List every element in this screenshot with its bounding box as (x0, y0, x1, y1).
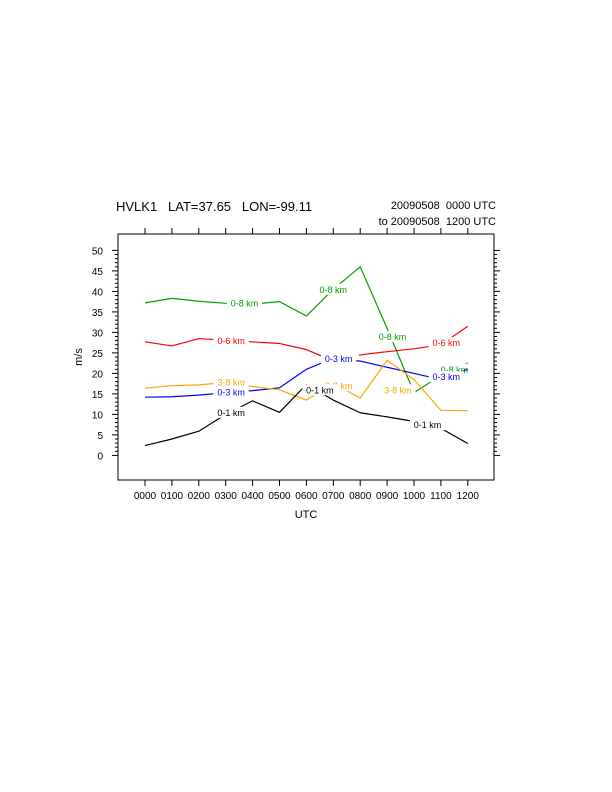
x-tick-label: 0800 (349, 491, 372, 502)
series-label-0-6-km: 0-6 km (433, 338, 461, 348)
x-tick-label: 1200 (457, 491, 480, 502)
y-tick-label: 10 (92, 410, 104, 421)
x-tick-label: 0200 (188, 491, 211, 502)
station-title: HVLK1 LAT=37.65 LON=-99.11 (116, 199, 313, 214)
series-label-0-3-km: 0-3 km (433, 372, 461, 382)
series-label-bg (374, 331, 411, 342)
series-label-0-6-km: 0-6 km (217, 336, 245, 346)
series-label-0-8-km: 0-8 km (320, 285, 348, 295)
series-label-bg (226, 297, 263, 309)
series-label-bg (302, 384, 338, 396)
x-tick-label: 1100 (430, 491, 452, 502)
y-tick-label: 45 (92, 267, 104, 278)
series-line-0-8-km (144, 265, 469, 394)
y-axis-label: m/s (73, 348, 85, 366)
y-tick-label: 40 (92, 287, 104, 298)
series-label-bg (428, 337, 464, 349)
plot-frame (117, 233, 495, 481)
x-tick-label: 0300 (215, 491, 238, 502)
y-tick-label: 15 (92, 390, 104, 401)
y-tick-label: 0 (97, 451, 103, 462)
series-line-3-8-km (144, 359, 468, 412)
axis-ticks (112, 228, 500, 486)
x-tick-label: 0100 (161, 491, 184, 502)
series-label-bg (213, 386, 249, 398)
series-label-3-8-km: 3-8 km (217, 378, 245, 388)
series-label-bg (409, 419, 446, 431)
time-range-end: to 20090508 1200 UTC (378, 216, 496, 228)
series-label-3-8-km: 3-8 km (384, 385, 412, 395)
series-label-0-8-km: 0-8 km (441, 365, 469, 375)
x-tick-label: 0000 (134, 491, 157, 502)
x-tick-label: 0600 (295, 491, 318, 502)
series-label-bg (380, 384, 416, 396)
series-label-bg (428, 371, 464, 383)
x-tick-label: 0900 (376, 491, 399, 502)
series-label-0-1-km: 0-1 km (414, 420, 442, 430)
time-range-start: 20090508 0000 UTC (390, 200, 496, 212)
x-axis-label: UTC (295, 509, 318, 521)
series-label-bg (321, 380, 357, 392)
y-tick-label: 20 (92, 369, 104, 380)
series-label-bg (436, 363, 472, 375)
tick-labels: 0000 0100 0200 0300 0400 0500 0600 0700 0800 0900… (92, 246, 479, 502)
x-tick-label: 1000 (403, 491, 426, 502)
series-label-0-3-km: 0-3 km (325, 354, 353, 364)
series-label-0-1-km: 0-1 km (217, 408, 245, 418)
series-lines: 0-8 km0-8 km0-8 km0-8 km0-6 km0-6 km0-6 … (144, 265, 472, 447)
y-tick-label: 25 (92, 349, 104, 360)
series-label-bg (213, 335, 249, 347)
series-label-bg (321, 353, 357, 365)
x-tick-label: 0500 (268, 491, 291, 502)
series-label-bg (213, 376, 249, 388)
y-tick-label: 30 (92, 328, 104, 339)
series-line-0-6-km (144, 325, 469, 362)
y-tick-label: 50 (92, 246, 104, 257)
y-tick-label: 35 (92, 308, 104, 319)
y-tick-label: 5 (97, 431, 103, 442)
series-label-bg (315, 283, 351, 295)
series-label-3-8-km: 3-8 km (325, 381, 353, 391)
x-tick-label: 0400 (241, 491, 264, 502)
series-label-0-8-km: 0-8 km (231, 298, 259, 308)
series-label-0-3-km: 0-3 km (217, 387, 245, 397)
series-label-0-1-km: 0-1 km (306, 385, 334, 395)
series-label-0-8-km: 0-8 km (379, 332, 407, 342)
x-tick-label: 0700 (322, 491, 345, 502)
series-line-0-3-km (144, 357, 469, 398)
series-label-bg (213, 406, 249, 418)
